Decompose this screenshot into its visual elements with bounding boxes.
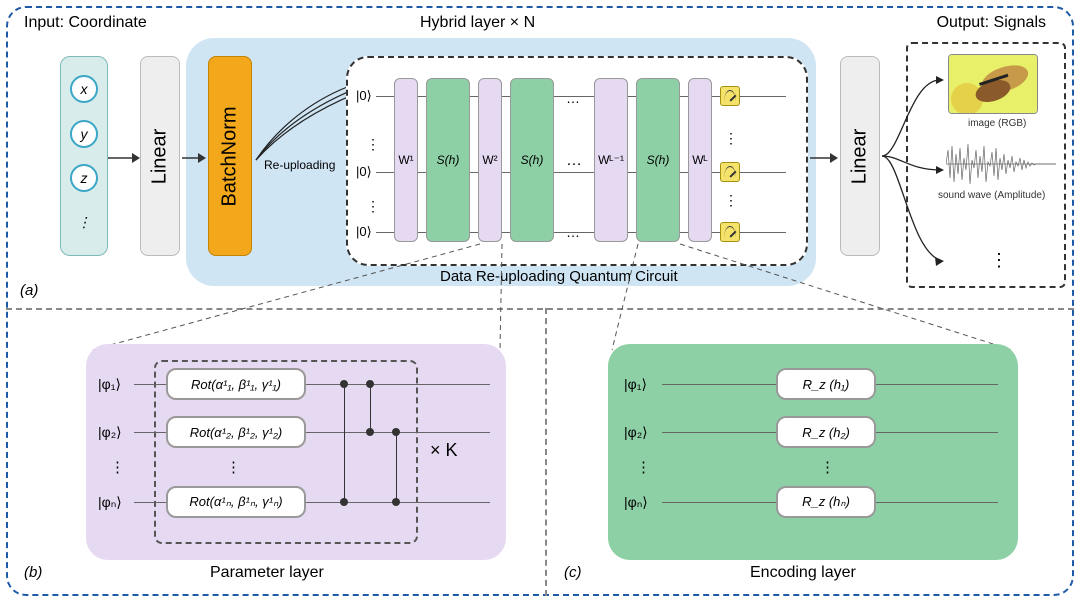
output-label-bold: Output: bbox=[937, 14, 989, 31]
b-cnot-targ-1 bbox=[340, 498, 348, 506]
coord-x: x bbox=[70, 75, 98, 103]
gate-s2-label: S(h) bbox=[521, 153, 544, 167]
qubit-vdots-1: ⋮ bbox=[366, 136, 380, 153]
linear-label-1: Linear bbox=[149, 128, 172, 184]
linear-label-2: Linear bbox=[849, 128, 872, 184]
wire-out-1 bbox=[742, 96, 786, 97]
qcircuit-caption: Data Re-uploading Quantum Circuit bbox=[440, 268, 678, 285]
panel-a-tag: (a) bbox=[20, 282, 38, 299]
gate-wlm1-label: Wᴸ⁻¹ bbox=[598, 153, 624, 167]
measurement-2 bbox=[720, 162, 740, 182]
wire-out-2 bbox=[742, 172, 786, 173]
coord-y: y bbox=[70, 120, 98, 148]
gate-s1: S(h) bbox=[426, 78, 470, 242]
b-cnot-targ-2 bbox=[366, 380, 374, 388]
qubit-vdots-2: ⋮ bbox=[366, 198, 380, 215]
output-label: Output: Signals bbox=[937, 14, 1046, 32]
c-ket-1: |φ₁⟩ bbox=[624, 376, 647, 393]
gate-w2-label: W² bbox=[482, 153, 497, 167]
hybrid-title: Hybrid layer × N bbox=[420, 14, 535, 32]
panel-divider-horizontal bbox=[6, 308, 1074, 310]
input-label: Input: Coordinate bbox=[24, 14, 147, 32]
gate-wl: Wᴸ bbox=[688, 78, 712, 242]
linear-block-2: Linear bbox=[840, 56, 880, 256]
linear-block-1: Linear bbox=[140, 56, 180, 256]
b-cnot-line-3 bbox=[396, 432, 397, 502]
panel-divider-vertical bbox=[545, 308, 547, 596]
gate-s2: S(h) bbox=[510, 78, 554, 242]
gate-s3: S(h) bbox=[636, 78, 680, 242]
coord-z: z bbox=[70, 164, 98, 192]
b-ket-1: |φ₁⟩ bbox=[98, 376, 121, 393]
output-label-rest: Signals bbox=[994, 14, 1046, 31]
panel-c-tag: (c) bbox=[564, 564, 582, 581]
b-cnot-ctrl-2 bbox=[366, 428, 374, 436]
b-vdots-2: ⋮ bbox=[226, 458, 241, 476]
arrow-input-to-linear bbox=[108, 150, 140, 166]
gate-s1-label: S(h) bbox=[437, 153, 460, 167]
wire-out-3 bbox=[742, 232, 786, 233]
c-vdots-2: ⋮ bbox=[820, 458, 835, 476]
b-rot-2: Rot(α¹₂, β¹₂, γ¹₂) bbox=[166, 416, 306, 448]
output-image-caption: image (RGB) bbox=[968, 118, 1026, 129]
batchnorm-block: BatchNorm bbox=[208, 56, 252, 256]
c-rz-n: R_z (hₙ) bbox=[776, 486, 876, 518]
c-rz-1: R_z (h₁) bbox=[776, 368, 876, 400]
measurement-3 bbox=[720, 222, 740, 242]
coord-ellipsis: ⋮ bbox=[70, 209, 98, 237]
parameter-repeat-label: × K bbox=[430, 440, 458, 461]
panel-c-title: Encoding layer bbox=[750, 564, 856, 582]
meas-vdots: ⋮ bbox=[724, 130, 738, 147]
b-rot-n: Rot(α¹ₙ, β¹ₙ, γ¹ₙ) bbox=[166, 486, 306, 518]
arrow-circuit-to-linear2 bbox=[810, 150, 838, 166]
c-ket-n: |φₙ⟩ bbox=[624, 494, 648, 511]
input-label-bold: Input: bbox=[24, 14, 64, 31]
gate-ellipsis: … bbox=[566, 152, 582, 170]
b-ket-2: |φ₂⟩ bbox=[98, 424, 122, 441]
batchnorm-label: BatchNorm bbox=[219, 106, 242, 206]
gate-wlm1: Wᴸ⁻¹ bbox=[594, 78, 628, 242]
ket0-2: |0⟩ bbox=[356, 164, 372, 180]
gate-w1-label: W¹ bbox=[398, 153, 413, 167]
b-cnot-ctrl-3 bbox=[392, 498, 400, 506]
b-vdots: ⋮ bbox=[110, 458, 125, 476]
b-cnot-line-2 bbox=[370, 384, 371, 432]
c-ket-2: |φ₂⟩ bbox=[624, 424, 648, 441]
ket0-1: |0⟩ bbox=[356, 88, 372, 104]
b-cnot-targ-3 bbox=[392, 428, 400, 436]
arrow-linear-to-bn bbox=[182, 150, 206, 166]
input-coord-box: x y z ⋮ bbox=[60, 56, 108, 256]
gate-wl-label: Wᴸ bbox=[692, 153, 708, 167]
b-ket-n: |φₙ⟩ bbox=[98, 494, 122, 511]
c-rz-2: R_z (h₂) bbox=[776, 416, 876, 448]
output-ellipsis: ⋮ bbox=[990, 250, 1008, 271]
output-sound-caption: sound wave (Amplitude) bbox=[938, 190, 1045, 201]
output-sound-thumb bbox=[946, 140, 1056, 188]
gate-ellipsis-top: … bbox=[566, 90, 580, 106]
gate-w2: W² bbox=[478, 78, 502, 242]
c-vdots: ⋮ bbox=[636, 458, 651, 476]
gate-ellipsis-bot: … bbox=[566, 224, 580, 240]
measurement-1 bbox=[720, 86, 740, 106]
gate-s3-label: S(h) bbox=[647, 153, 670, 167]
panel-b-tag: (b) bbox=[24, 564, 42, 581]
output-image-thumb bbox=[948, 54, 1038, 114]
b-cnot-line-1 bbox=[344, 384, 345, 502]
panel-b-title: Parameter layer bbox=[210, 564, 324, 582]
b-rot-1: Rot(α¹₁, β¹₁, γ¹₁) bbox=[166, 368, 306, 400]
ket0-3: |0⟩ bbox=[356, 224, 372, 240]
b-cnot-ctrl-1 bbox=[340, 380, 348, 388]
meas-vdots-2: ⋮ bbox=[724, 192, 738, 209]
gate-w1: W¹ bbox=[394, 78, 418, 242]
input-label-rest: Coordinate bbox=[68, 14, 146, 31]
